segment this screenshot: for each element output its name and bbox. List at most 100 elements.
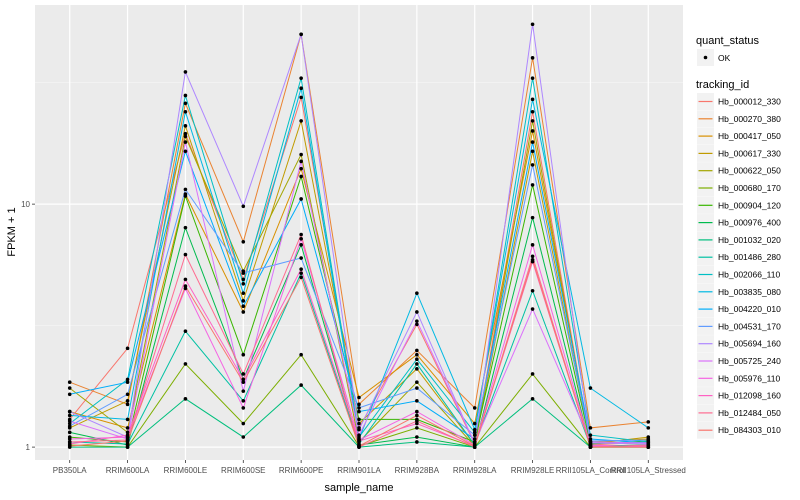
data-point [472,406,477,410]
data-point [183,109,188,114]
legend-label: Hb_000680_170 [718,183,781,193]
data-point [241,380,246,384]
data-point [357,417,361,422]
data-point [646,435,651,439]
data-point [588,433,593,437]
data-point [183,187,188,192]
data-point [588,426,593,430]
legend-label: Hb_005976_110 [718,373,781,383]
data-point [530,129,535,133]
data-point [415,319,419,323]
data-point [183,124,188,128]
data-point [241,291,246,295]
data-point [299,232,303,237]
data-point [415,348,419,353]
data-point [357,395,361,400]
data-point [357,409,361,414]
x-tick-label: RRIM928LE [511,466,555,475]
data-point [67,380,72,384]
data-point [241,282,246,286]
legend-label: Hb_000012_330 [718,97,781,107]
legend-label: Hb_000622_050 [718,166,781,176]
data-point [183,194,188,198]
x-tick-label: RRII105LA_Stressed [611,466,686,475]
data-point [183,225,188,230]
data-point [646,420,651,424]
data-point [530,22,535,27]
data-point [530,56,535,60]
data-point [241,377,246,382]
data-point [588,445,593,449]
data-point [530,183,535,187]
data-point [530,288,535,293]
legend-title-tracking-id: tracking_id [696,79,749,91]
data-point [125,399,130,403]
data-point [183,134,188,139]
data-point [299,256,303,260]
data-point [241,399,246,403]
data-point [183,362,188,366]
data-point [183,93,188,98]
data-point [241,435,246,439]
data-point [415,352,419,357]
data-point [299,159,303,164]
y-tick-label: 10 [21,200,30,209]
data-point [646,426,651,430]
data-point [299,152,303,157]
data-point [530,149,535,154]
data-point [530,76,535,80]
legend: quant_status OK tracking_id Hb_000012_33… [696,35,781,439]
data-point [357,439,361,443]
data-point [241,239,246,244]
data-point [415,413,419,418]
data-point [67,444,72,448]
data-point [67,421,72,426]
data-point [183,140,188,144]
data-point [530,119,535,123]
legend-label: Hb_005725_240 [718,356,781,366]
data-point [357,444,361,448]
x-axis-title: sample_name [324,482,393,494]
data-point [472,430,477,435]
data-point [530,243,535,247]
data-point [415,322,419,327]
data-point [530,258,535,262]
y-axis-title: FPKM + 1 [6,207,18,256]
data-point [530,307,535,311]
data-point [588,440,593,444]
data-point [530,215,535,220]
data-point [241,389,246,393]
legend-title-quant-status: quant_status [696,35,759,47]
legend-label: Hb_000417_050 [718,131,781,141]
data-point [67,386,72,390]
data-point [125,430,130,435]
data-point [67,392,72,397]
data-point [415,440,419,444]
data-point [472,437,477,441]
data-point [241,271,246,275]
data-point [299,32,303,37]
x-axis: PB350LA RRIM600LA RRIM600LE RRIM600SE RRIM60… [53,460,686,475]
data-point [183,70,188,74]
legend-label: Hb_001032_020 [718,235,781,245]
data-points [67,22,651,449]
data-point [299,197,303,201]
data-point [125,392,130,397]
data-point [125,433,130,437]
data-point [299,243,303,247]
data-point [299,352,303,357]
data-point [299,174,303,179]
data-point [299,383,303,387]
data-point [415,426,419,430]
data-point [415,419,419,423]
data-point [183,252,188,257]
data-point [241,310,246,314]
data-point [588,386,593,390]
data-point [125,380,130,384]
data-point [415,310,419,314]
data-point [415,380,419,384]
data-point [125,439,130,443]
data-point [299,95,303,100]
data-point [241,299,246,303]
data-point [183,131,188,136]
